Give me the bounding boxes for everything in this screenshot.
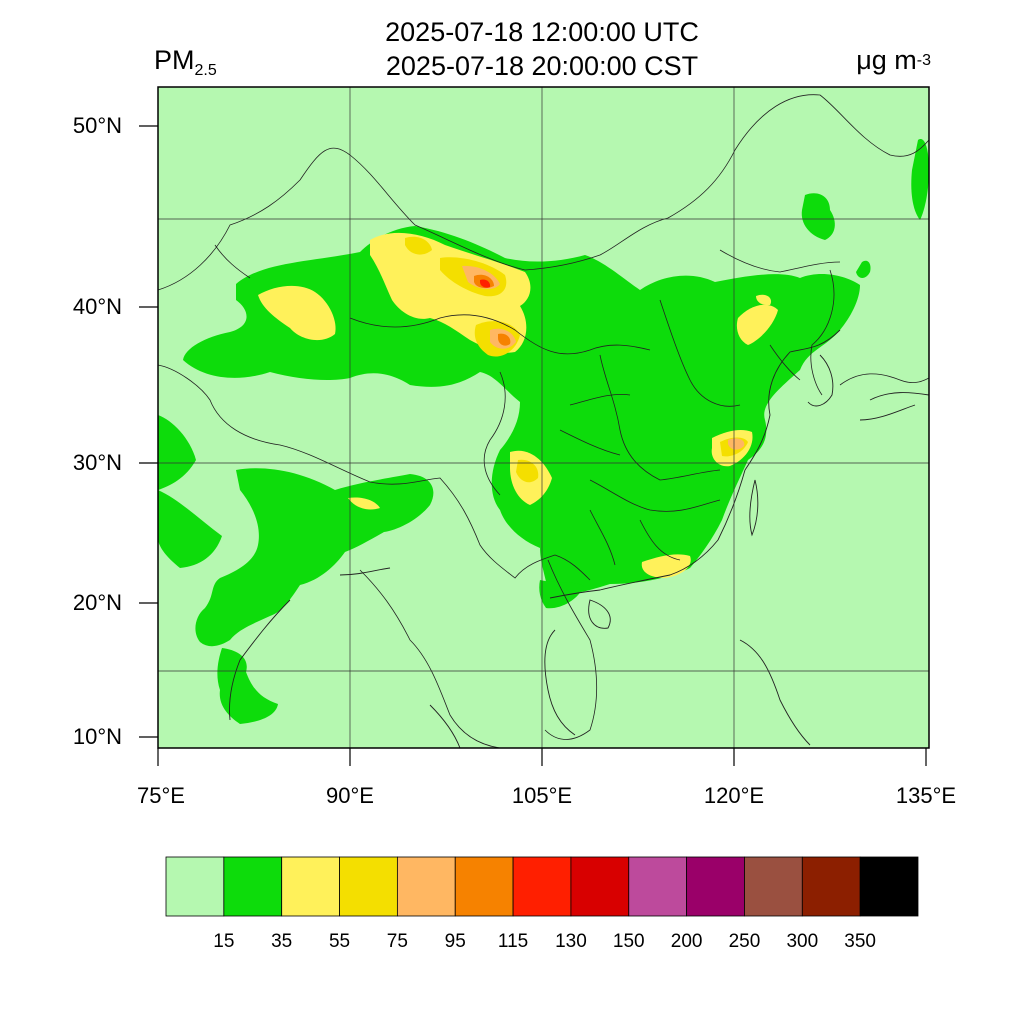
colorbar-swatch: [339, 856, 398, 917]
concentration-115-130-regions: [480, 279, 491, 288]
colorbar-tick-label: 130: [555, 931, 587, 952]
colorbar-swatch: [628, 856, 688, 917]
unit-label: μg m-3: [856, 45, 931, 76]
lat-label-50n: 50°N: [72, 113, 122, 138]
colorbar-swatch: [686, 856, 745, 917]
colorbar-tick-label: 35: [271, 931, 293, 952]
colorbar-tick-label: 115: [497, 931, 529, 952]
lon-label-135e: 135°E: [895, 783, 957, 808]
variable-name: PM: [154, 45, 195, 75]
unit-base: μg m: [856, 45, 917, 75]
lon-label-90e: 90°E: [326, 783, 374, 808]
title-utc-time: 2025-07-18 12:00:00 UTC: [385, 17, 699, 47]
map-frame: [157, 86, 930, 749]
graticule: [158, 87, 929, 748]
colorbar-swatch: [454, 856, 514, 917]
lon-label-75e: 75°E: [137, 783, 185, 808]
unit-exponent: -3: [916, 52, 931, 69]
axis-ticks: [139, 125, 927, 766]
colorbar-tick-label: 75: [386, 931, 408, 952]
colorbar-tick-label: 350: [844, 931, 876, 952]
colorbar-swatch: [570, 856, 630, 917]
colorbar-tick-label: 300: [786, 931, 819, 952]
colorbar-tick-label: 95: [444, 931, 466, 952]
variable-subscript: 2.5: [194, 62, 217, 79]
lon-label-105e: 105°E: [511, 783, 573, 808]
colorbar-swatch: [223, 856, 283, 917]
boundary-lines: [158, 94, 929, 748]
colorbar-tick-label: 200: [670, 931, 703, 952]
coastline-lines: [229, 329, 929, 748]
lat-label-20n: 20°N: [72, 590, 122, 615]
title-cst-time: 2025-07-18 20:00:00 CST: [385, 51, 699, 81]
colorbar-swatch: [859, 856, 919, 917]
lat-label-30n: 30°N: [72, 450, 122, 475]
colorbar-swatch: [396, 856, 456, 917]
colorbar-swatch: [512, 856, 572, 917]
colorbar-swatch: [801, 856, 861, 917]
lat-label-40n: 40°N: [72, 294, 122, 319]
concentration-15-35-regions: [158, 139, 929, 724]
colorbar-tick-label: 150: [612, 931, 645, 952]
colorbar-tick-label: 55: [328, 931, 351, 952]
colorbar-swatch: [281, 856, 340, 917]
colorbar: [165, 856, 919, 917]
lon-label-120e: 120°E: [703, 783, 765, 808]
variable-label: PM2.5: [154, 45, 217, 79]
colorbar-swatch: [744, 856, 803, 917]
lat-label-10n: 10°N: [72, 724, 122, 749]
colorbar-swatch: [165, 856, 225, 917]
colorbar-tick-label: 250: [728, 931, 761, 952]
map-plot-area: [158, 87, 929, 748]
colorbar-tick-label: 15: [213, 931, 235, 952]
